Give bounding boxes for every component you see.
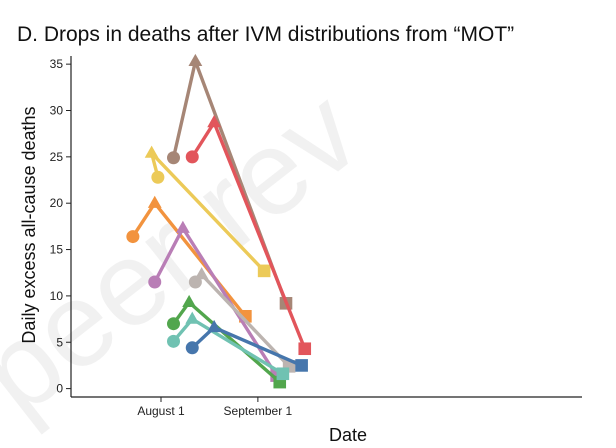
- y-tick-label: 35: [50, 57, 64, 71]
- square-marker: [295, 359, 308, 372]
- triangle-marker: [147, 195, 162, 208]
- square-marker: [257, 264, 271, 278]
- series-line: [190, 325, 304, 368]
- circle-marker: [167, 317, 180, 331]
- x-ticks: August 1 September 1: [137, 397, 293, 418]
- x-axis-title: Date: [329, 425, 367, 445]
- y-ticks: 0 5 10 15 20 25 30 35: [50, 57, 71, 396]
- circle-marker: [167, 151, 180, 165]
- triangle-marker: [188, 53, 203, 67]
- series-2: [144, 145, 271, 278]
- series-5: [185, 115, 312, 356]
- series-layer: [126, 53, 312, 389]
- triangle-marker: [207, 115, 222, 128]
- triangle-marker: [207, 319, 222, 333]
- y-tick-label: 5: [56, 335, 63, 349]
- x-tick-label: August 1: [137, 404, 185, 418]
- triangle-marker: [194, 267, 209, 280]
- series-6: [188, 267, 296, 373]
- triangle-marker: [144, 145, 159, 158]
- circle-marker: [167, 334, 180, 348]
- y-tick-label: 10: [50, 289, 64, 303]
- circle-marker: [126, 230, 140, 244]
- y-tick-label: 15: [50, 243, 64, 257]
- square-marker: [298, 342, 312, 356]
- circle-marker: [151, 170, 165, 184]
- y-tick-label: 30: [50, 104, 64, 118]
- triangle-marker: [175, 220, 190, 233]
- chart-title: D. Drops in deaths after IVM distributio…: [17, 23, 514, 46]
- y-tick-label: 25: [50, 150, 64, 164]
- axes: [70, 56, 582, 398]
- triangle-marker: [182, 294, 197, 308]
- triangle-marker: [185, 311, 200, 324]
- y-tick-label: 0: [56, 382, 63, 396]
- y-tick-label: 20: [50, 196, 64, 210]
- x-tick-label: September 1: [224, 404, 293, 418]
- series-8: [167, 311, 290, 381]
- circle-marker: [148, 275, 162, 289]
- series-9: [185, 319, 308, 372]
- square-marker: [276, 367, 290, 381]
- circle-marker: [185, 341, 199, 355]
- y-axis-title: Daily excess all-cause deaths: [19, 106, 39, 343]
- circle-marker: [185, 150, 199, 164]
